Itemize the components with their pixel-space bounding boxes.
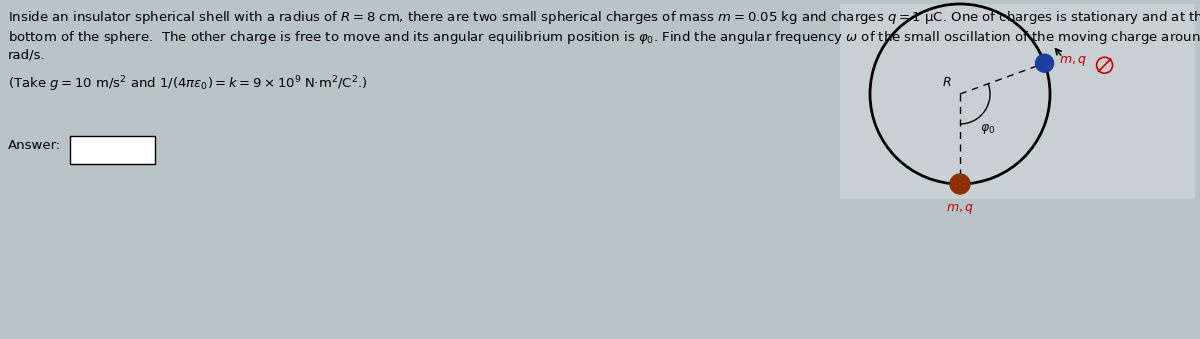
Text: (Take $g = 10$ m/s$^2$ and $1/(4\pi\varepsilon_0) = k = 9 \times 10^9$ N·m$^2$/C: (Take $g = 10$ m/s$^2$ and $1/(4\pi\vare… [8,74,367,94]
Text: Answer:: Answer: [8,139,61,152]
Circle shape [1036,54,1054,72]
Text: $m, q$: $m, q$ [1058,54,1087,68]
Text: bottom of the sphere.  The other charge is free to move and its angular equilibr: bottom of the sphere. The other charge i… [8,29,1200,46]
Bar [70,136,155,164]
Text: Inside an insulator spherical shell with a radius of $R = 8$ cm, there are two s: Inside an insulator spherical shell with… [8,9,1200,26]
Text: $\varphi_0$: $\varphi_0$ [980,122,995,136]
Text: rad/s.: rad/s. [8,49,46,62]
Circle shape [950,174,970,194]
Text: $R$: $R$ [942,76,952,88]
Text: $m, q$: $m, q$ [946,202,974,216]
Bar [840,4,1195,199]
